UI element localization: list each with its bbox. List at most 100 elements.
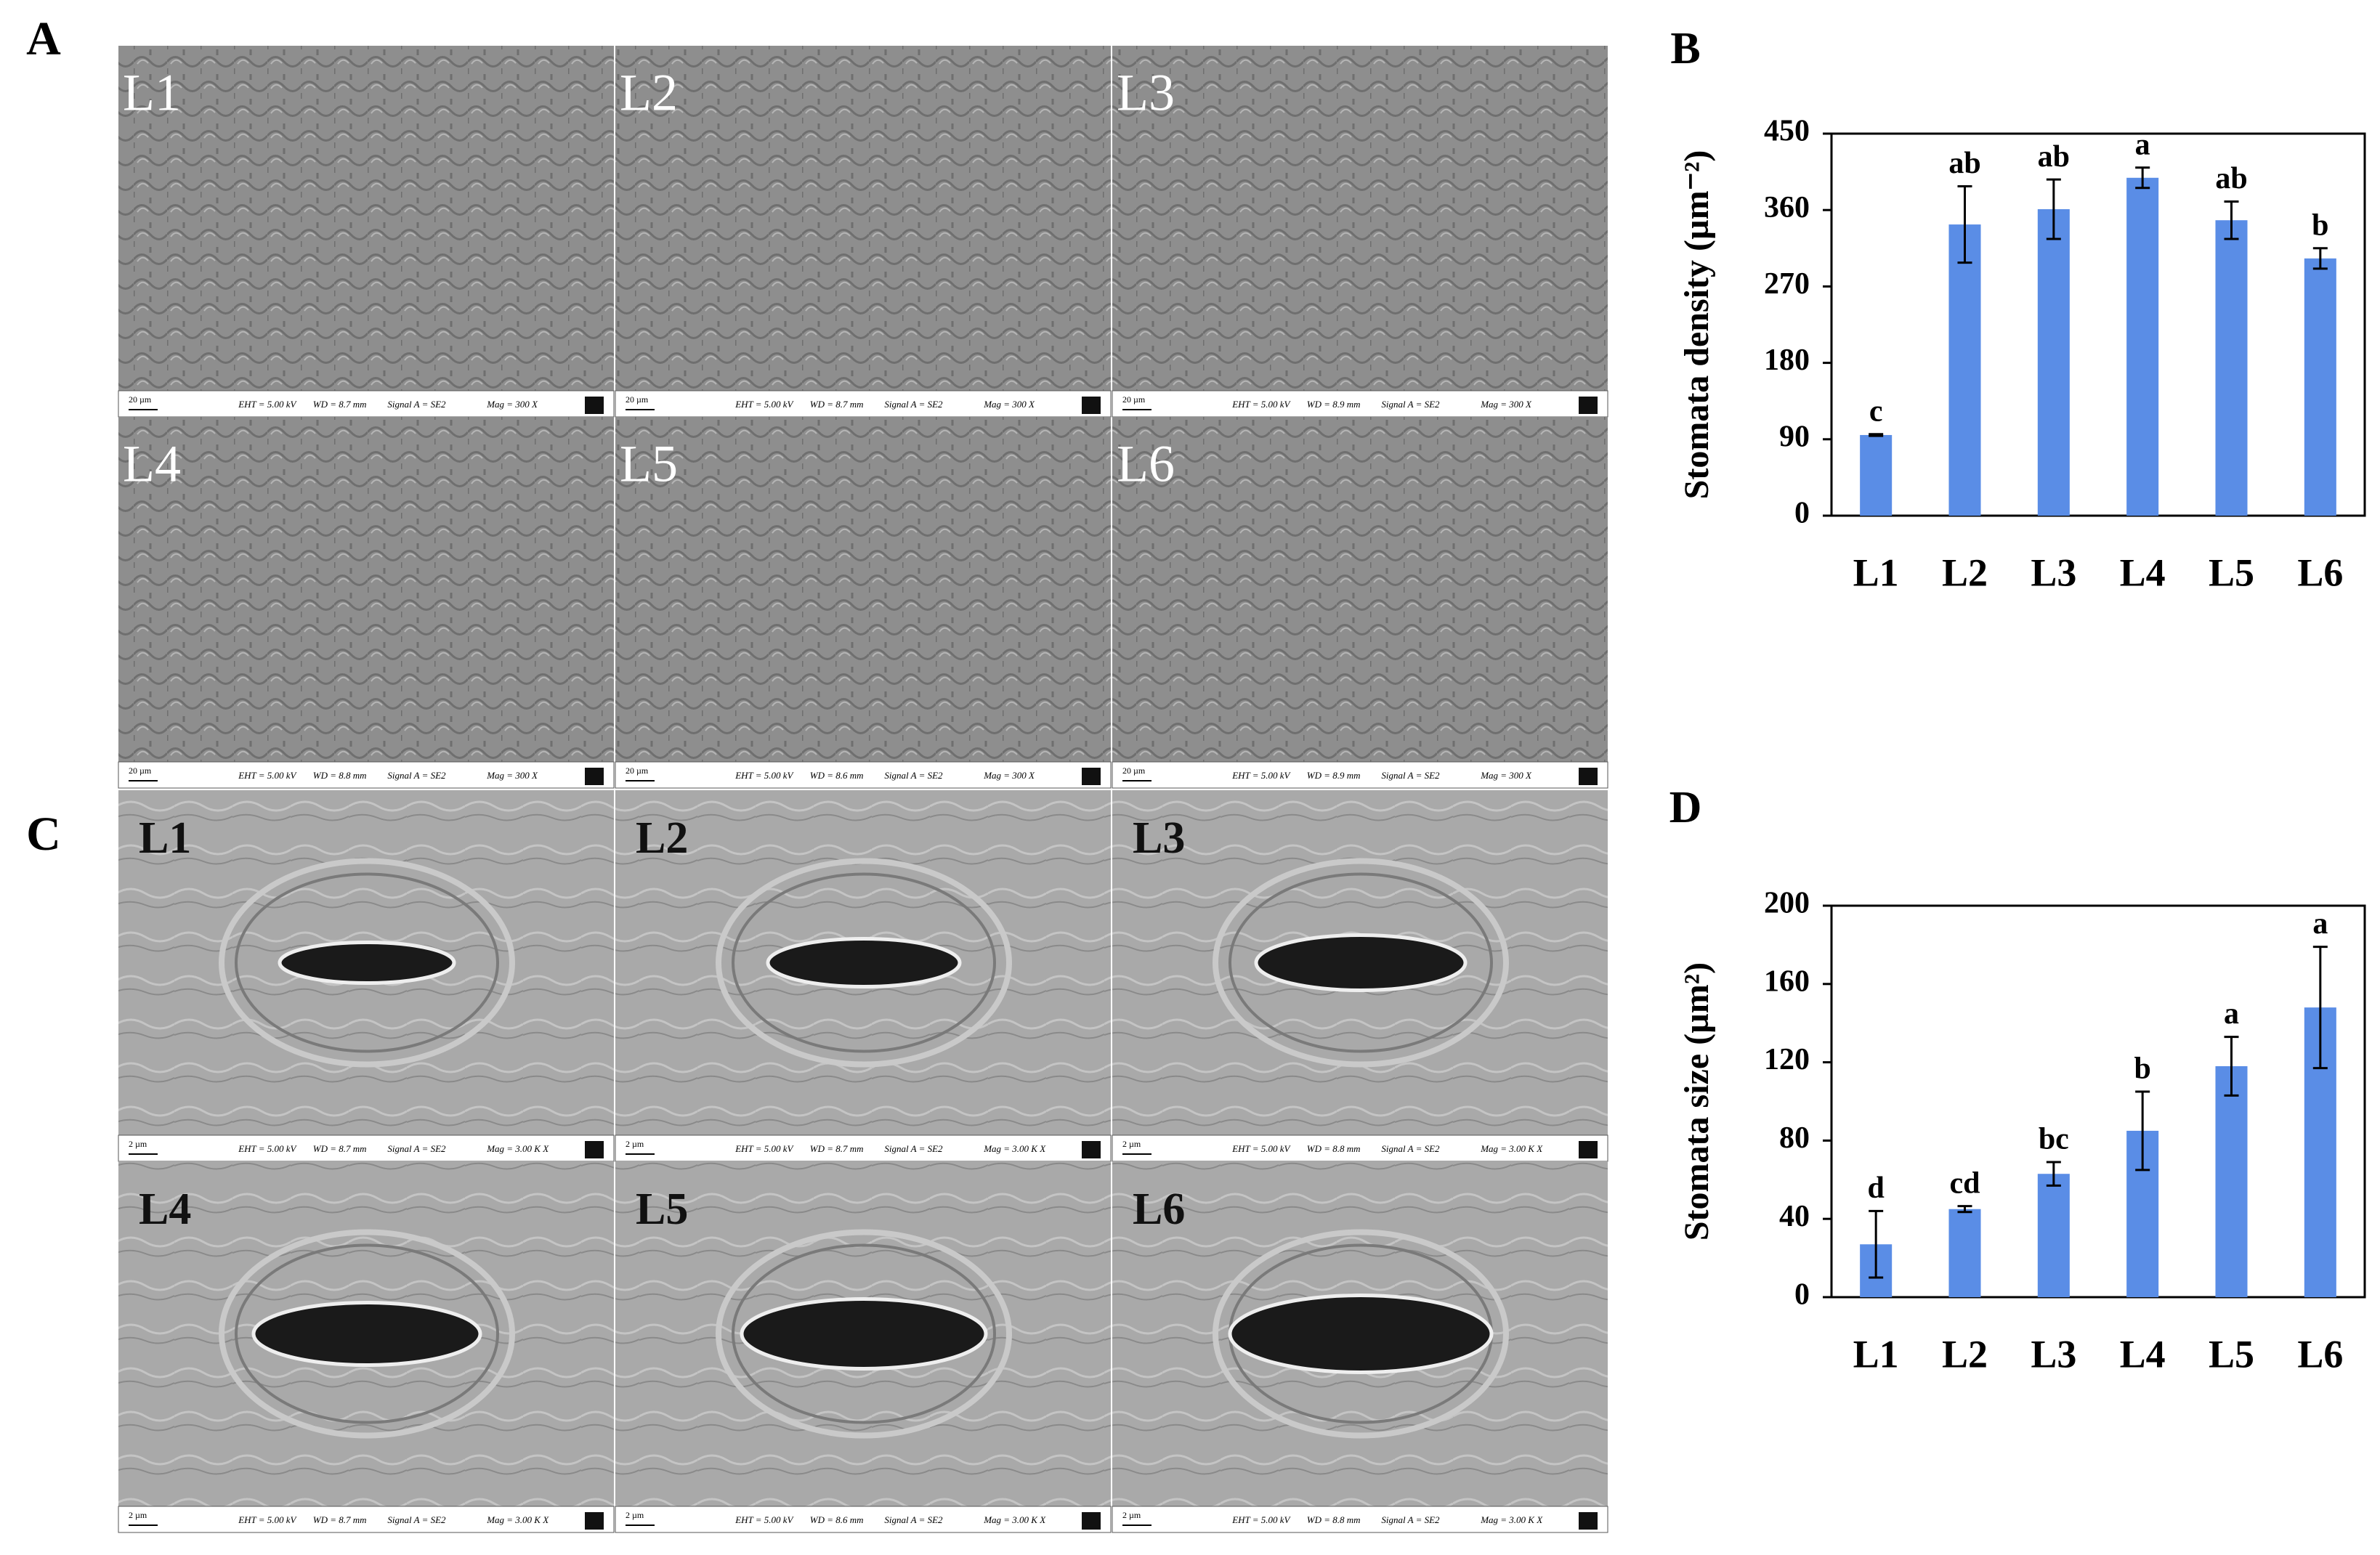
guard-cell xyxy=(235,1243,499,1424)
significance-label: a xyxy=(2224,997,2239,1031)
guard-cell xyxy=(732,872,996,1053)
bar xyxy=(2126,177,2159,516)
stoma-pore xyxy=(740,1297,988,1371)
x-tick-label: L6 xyxy=(2297,1332,2343,1376)
panel-letter: D xyxy=(1669,783,1702,832)
y-tick-label: 40 xyxy=(1779,1200,1810,1233)
y-tick-label: 200 xyxy=(1764,887,1810,920)
info-text: WD = 8.9 mm xyxy=(1307,770,1361,781)
info-bar xyxy=(1112,1506,1608,1533)
logo xyxy=(1082,768,1101,785)
info-text: WD = 8.8 mm xyxy=(1307,1143,1361,1154)
info-text: EHT = 5.00 kV xyxy=(238,770,297,781)
scale-text: 2 µm xyxy=(626,1139,644,1149)
info-bar xyxy=(1112,390,1608,418)
info-text: Mag = 3.00 K X xyxy=(486,1143,549,1154)
plot-frame xyxy=(1830,132,2366,517)
significance-label: bc xyxy=(2039,1123,2069,1156)
micrograph xyxy=(118,417,614,762)
bar xyxy=(2037,1174,2070,1297)
scale-text: 2 µm xyxy=(1122,1510,1141,1520)
logo xyxy=(1082,397,1101,414)
logo xyxy=(585,1512,604,1530)
scale-text: 2 µm xyxy=(626,1510,644,1520)
image-label: L3 xyxy=(1117,64,1175,122)
y-tick-label: 90 xyxy=(1779,420,1810,453)
info-bar xyxy=(118,390,615,418)
info-bar xyxy=(615,1506,1112,1533)
significance-label: b xyxy=(2134,1052,2150,1086)
image-label: L1 xyxy=(123,64,181,122)
y-tick-label: 180 xyxy=(1764,344,1810,377)
significance-label: cd xyxy=(1950,1166,1980,1200)
image-label: L2 xyxy=(620,64,678,122)
micrograph xyxy=(118,46,614,391)
info-text: WD = 8.7 mm xyxy=(313,399,367,410)
significance-label: ab xyxy=(2215,162,2247,195)
significance-label: a xyxy=(2135,128,2150,161)
info-text: Signal A = SE2 xyxy=(387,1514,446,1525)
image-label: L1 xyxy=(139,813,191,863)
info-text: WD = 8.9 mm xyxy=(1307,399,1361,410)
significance-label: ab xyxy=(2038,140,2070,174)
guard-cell xyxy=(219,858,515,1068)
micrograph xyxy=(615,46,1111,391)
logo xyxy=(1579,1512,1598,1530)
info-text: WD = 8.7 mm xyxy=(313,1514,367,1525)
panel-letter: C xyxy=(26,808,61,861)
x-tick-label: L3 xyxy=(2031,1332,2076,1376)
significance-label: d xyxy=(1867,1172,1884,1205)
info-text: EHT = 5.00 kV xyxy=(734,1143,794,1154)
logo xyxy=(585,397,604,414)
x-tick-label: L5 xyxy=(2209,551,2254,594)
stoma-pore xyxy=(1254,933,1468,992)
info-text: Signal A = SE2 xyxy=(1381,399,1440,410)
y-tick-label: 270 xyxy=(1764,267,1810,301)
info-text: EHT = 5.00 kV xyxy=(1231,1514,1291,1525)
logo xyxy=(585,1141,604,1158)
stoma-pore xyxy=(251,1301,482,1367)
bar xyxy=(1948,224,1981,516)
guard-cell xyxy=(1229,872,1493,1053)
x-tick-label: L2 xyxy=(1942,1332,1988,1376)
info-text: WD = 8.6 mm xyxy=(810,1514,864,1525)
y-tick-label: 160 xyxy=(1764,965,1810,998)
bar xyxy=(1860,434,1893,516)
bar xyxy=(1948,1209,1981,1297)
scale-text: 2 µm xyxy=(129,1139,147,1149)
logo xyxy=(1579,768,1598,785)
info-text: EHT = 5.00 kV xyxy=(1231,770,1291,781)
info-text: EHT = 5.00 kV xyxy=(734,399,794,410)
x-tick-label: L5 xyxy=(2209,1332,2254,1376)
logo xyxy=(1579,1141,1598,1158)
logo xyxy=(1082,1512,1101,1530)
micrograph xyxy=(615,417,1111,762)
info-text: EHT = 5.00 kV xyxy=(1231,1143,1291,1154)
info-text: Signal A = SE2 xyxy=(387,1143,446,1154)
stoma-pore xyxy=(278,941,456,985)
info-text: WD = 8.8 mm xyxy=(313,770,367,781)
scale-text: 20 µm xyxy=(626,394,649,405)
info-text: EHT = 5.00 kV xyxy=(734,1514,794,1525)
significance-label: a xyxy=(2312,907,2328,941)
info-text: Mag = 300 X xyxy=(486,399,538,410)
guard-cell xyxy=(716,858,1012,1068)
guard-cell xyxy=(1213,858,1509,1068)
image-label: L5 xyxy=(636,1185,688,1234)
info-text: Signal A = SE2 xyxy=(884,399,943,410)
x-tick-label: L6 xyxy=(2297,551,2343,594)
info-text: Signal A = SE2 xyxy=(1381,1514,1440,1525)
x-tick-label: L4 xyxy=(2120,1332,2166,1376)
info-bar xyxy=(118,761,615,789)
x-tick-label: L1 xyxy=(1853,551,1899,594)
info-text: Mag = 3.00 K X xyxy=(983,1514,1046,1525)
info-text: Signal A = SE2 xyxy=(884,770,943,781)
info-text: Mag = 3.00 K X xyxy=(486,1514,549,1525)
image-label: L4 xyxy=(139,1185,191,1234)
y-tick-label: 80 xyxy=(1779,1121,1810,1155)
significance-label: ab xyxy=(1948,147,1980,180)
info-text: Mag = 300 X xyxy=(1480,399,1532,410)
scale-text: 20 µm xyxy=(129,394,152,405)
scale-text: 20 µm xyxy=(626,766,649,776)
info-text: Mag = 300 X xyxy=(486,770,538,781)
